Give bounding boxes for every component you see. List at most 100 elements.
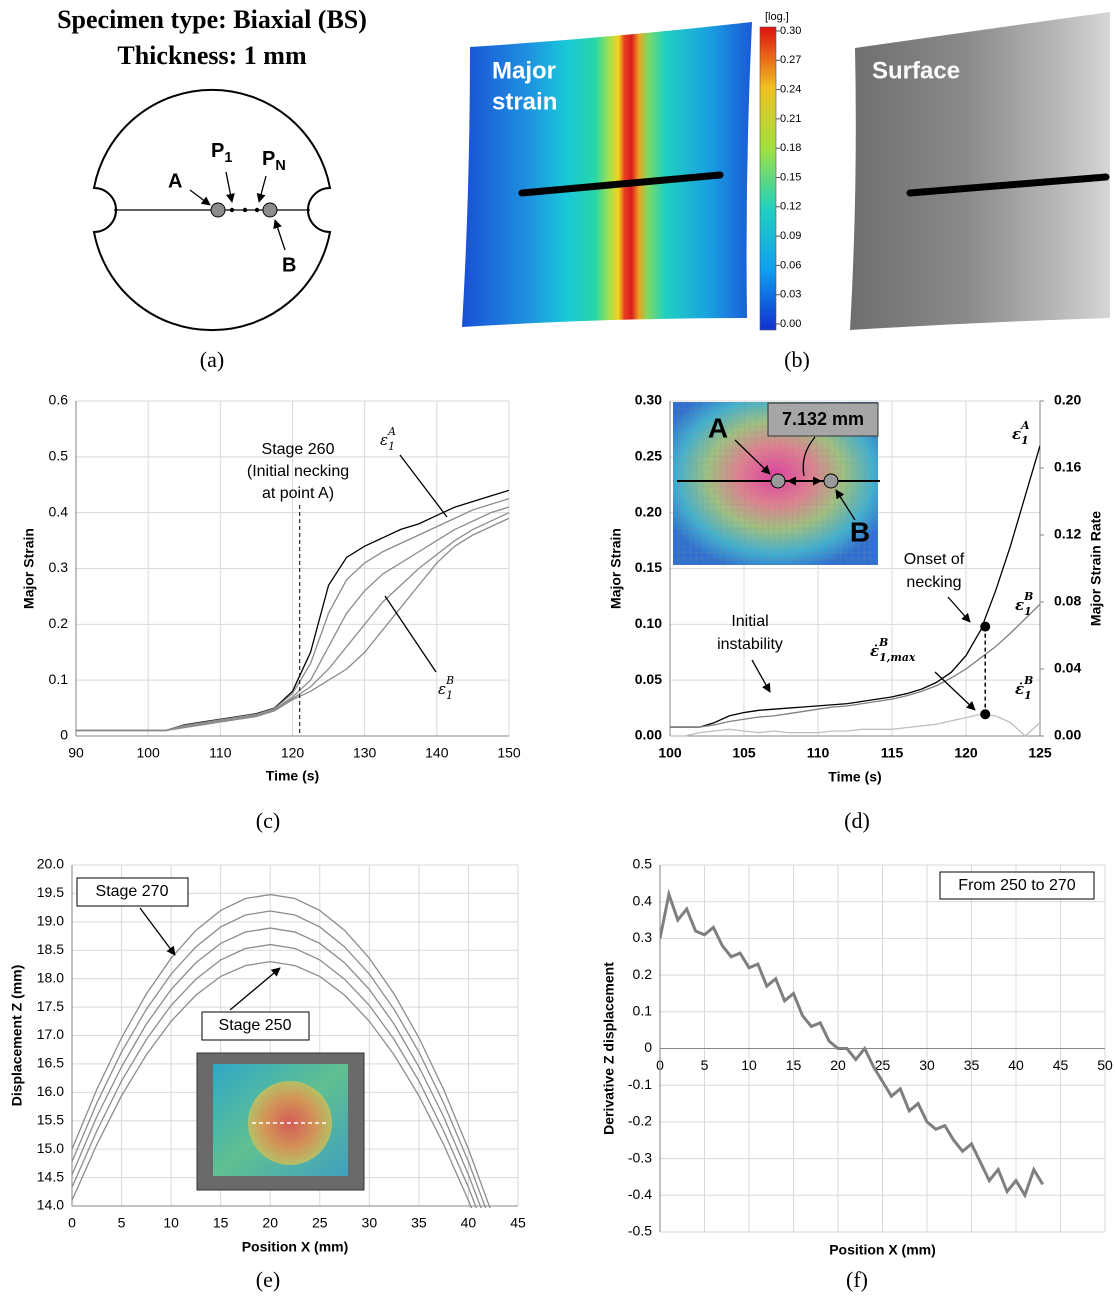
y-tick-label: 0.5 xyxy=(633,856,653,872)
series-label: Stage 250 xyxy=(219,1017,292,1034)
label-sub: 1 xyxy=(446,689,453,702)
y-tick-label: 0.5 xyxy=(49,448,69,464)
arrow xyxy=(225,171,235,203)
y2-tick-label: 0.16 xyxy=(1054,459,1081,475)
map-label: Surface xyxy=(872,57,960,84)
x-tick-label: 30 xyxy=(362,1215,378,1231)
y-tick-label: 18.0 xyxy=(37,969,64,985)
x-tick-label: 5 xyxy=(118,1215,126,1231)
arrow xyxy=(934,671,976,711)
series-line xyxy=(72,910,487,1208)
x-tick-label: 25 xyxy=(875,1057,891,1073)
y-tick-label: 0.30 xyxy=(635,392,662,408)
strain-map xyxy=(462,22,752,327)
x-tick-label: 30 xyxy=(919,1057,935,1073)
arrow xyxy=(835,489,856,521)
y2-axis-label: Major Strain Rate xyxy=(1088,511,1104,626)
x-tick-label: 35 xyxy=(964,1057,980,1073)
panel-b: Major strain [log.] Surface (b) xyxy=(462,11,1110,372)
series-line xyxy=(670,445,1040,728)
point-label: A xyxy=(168,170,182,192)
label-main: ε xyxy=(438,680,446,698)
x-axis-label: Position X (mm) xyxy=(829,1242,936,1258)
arrow xyxy=(384,595,437,673)
inset-e xyxy=(196,1052,365,1191)
arrow xyxy=(734,439,771,475)
x-tick-label: 15 xyxy=(786,1057,802,1073)
marker xyxy=(980,709,991,720)
arrow xyxy=(947,596,971,623)
distance-label: 7.132 mm xyxy=(782,409,864,429)
label-main: ε̇ xyxy=(1015,680,1024,698)
arrow xyxy=(802,436,816,477)
y-tick-label: 0.25 xyxy=(635,448,662,464)
label-sub: 1 xyxy=(1024,689,1032,702)
series-line xyxy=(72,893,491,1208)
x-tick-label: 40 xyxy=(1008,1057,1024,1073)
annotation: necking xyxy=(906,574,961,591)
y-axis-label: Derivative Z displacement xyxy=(601,962,617,1135)
y2-tick-label: 0.04 xyxy=(1054,660,1081,676)
section-line xyxy=(518,171,724,197)
series-line xyxy=(670,603,1040,728)
colorbar-label: 0.24 xyxy=(780,84,801,96)
caption: (f) xyxy=(846,1267,868,1292)
annotation: Initial xyxy=(731,613,768,630)
label-main: P xyxy=(262,148,275,170)
y-tick-label: -0.2 xyxy=(628,1113,652,1129)
series-line xyxy=(72,960,473,1208)
y-tick-label: 0.6 xyxy=(49,392,69,408)
label-sub: 1 xyxy=(388,440,395,453)
y-tick-label: 19.5 xyxy=(37,884,64,900)
colorbar-label: 0.27 xyxy=(780,54,801,66)
y-tick-label: -0.1 xyxy=(628,1076,652,1092)
arrow xyxy=(256,175,267,203)
series-label: ε1 A xyxy=(380,425,396,453)
legend-label: From 250 to 270 xyxy=(958,877,1076,894)
caption: (d) xyxy=(844,808,870,833)
x-tick-label: 35 xyxy=(411,1215,427,1231)
y-tick-label: 0.4 xyxy=(49,503,69,519)
label-sub: N xyxy=(275,158,285,174)
colorbar-label: 0.30 xyxy=(780,25,801,37)
label-sup: B xyxy=(878,636,888,649)
x-tick-label: 100 xyxy=(658,745,682,761)
y-tick-label: 0.00 xyxy=(635,727,662,743)
marker xyxy=(980,621,991,632)
y-tick-label: 0.10 xyxy=(635,615,662,631)
y2-tick-label: 0.12 xyxy=(1054,526,1081,542)
y-tick-label: 0.2 xyxy=(49,615,69,631)
label-main: ε xyxy=(1012,425,1021,443)
arrow xyxy=(273,219,286,251)
surface-map xyxy=(850,12,1110,330)
label-sup: A xyxy=(387,425,396,438)
colorbar-unit: [log.] xyxy=(765,11,789,23)
caption: (b) xyxy=(784,347,810,372)
y-tick-label: -0.3 xyxy=(628,1149,652,1165)
label-sup: B xyxy=(1023,674,1033,687)
series-line xyxy=(72,927,482,1208)
point-label: A xyxy=(708,412,728,443)
series-line xyxy=(660,888,1044,1199)
dot xyxy=(242,207,248,213)
colorbar xyxy=(759,26,777,331)
series-line xyxy=(76,517,509,732)
y-axis-label: Displacement Z (mm) xyxy=(9,965,25,1107)
y-tick-label: 16.5 xyxy=(37,1055,64,1071)
annotation: Stage 260 xyxy=(262,441,335,458)
y-tick-label: 0.1 xyxy=(633,1003,653,1019)
panel-title: Thickness: 1 mm xyxy=(117,41,307,70)
section-line xyxy=(906,173,1110,197)
label-box xyxy=(76,877,189,907)
series-label: ε̇1 B xyxy=(1015,674,1033,702)
x-tick-label: 120 xyxy=(281,745,305,761)
y-tick-label: 15.5 xyxy=(37,1111,64,1127)
label-main: ε̇ xyxy=(870,642,879,660)
y-tick-label: -0.4 xyxy=(628,1186,652,1202)
y-tick-label: 0 xyxy=(60,727,68,743)
distance-box xyxy=(767,402,879,437)
point-b xyxy=(823,473,839,489)
y-tick-label: 18.5 xyxy=(37,941,64,957)
annotation: at point A) xyxy=(262,485,334,502)
y-tick-label: -0.5 xyxy=(628,1223,652,1239)
